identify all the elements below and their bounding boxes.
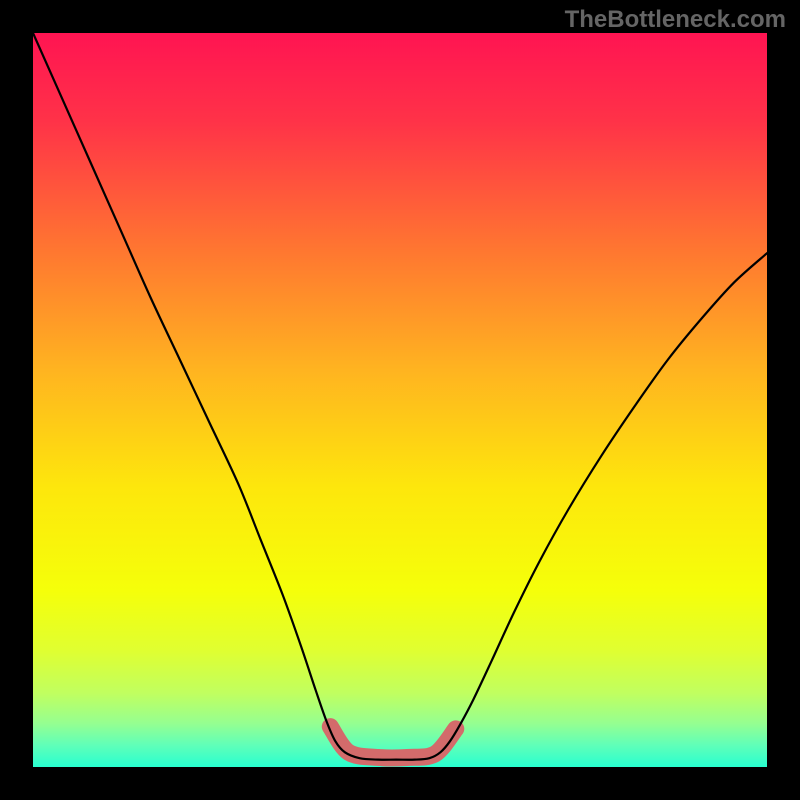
watermark-text: TheBottleneck.com <box>565 6 786 34</box>
gradient-background <box>33 33 767 767</box>
plot-area <box>33 33 767 767</box>
chart-frame: TheBottleneck.com <box>0 0 800 800</box>
bottleneck-chart <box>33 33 767 767</box>
